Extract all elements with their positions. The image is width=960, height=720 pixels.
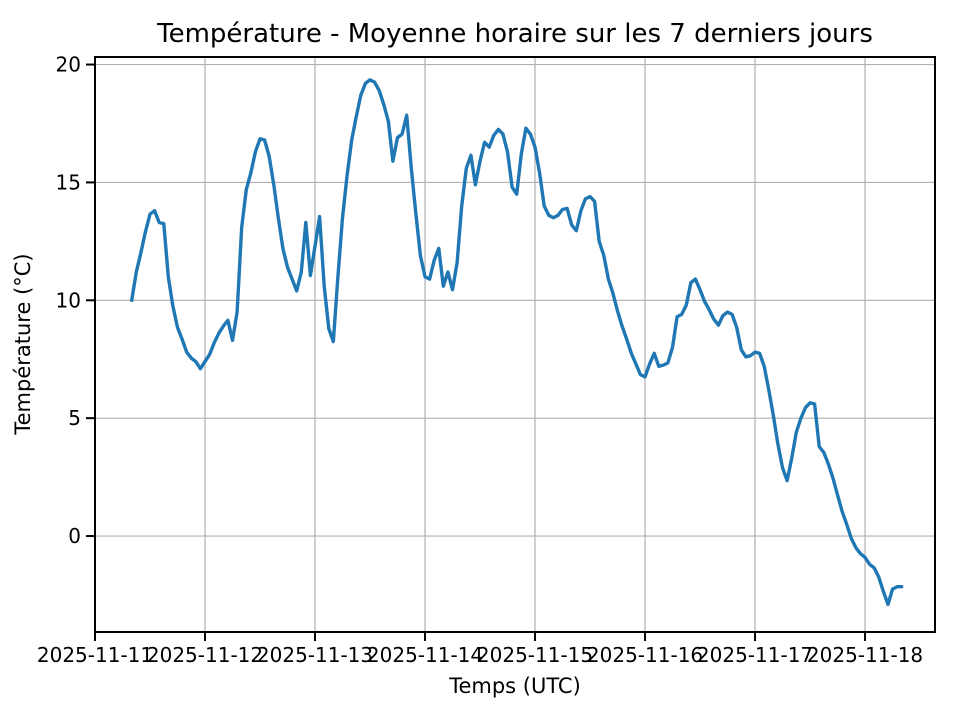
y-tick-label: 15 — [56, 170, 81, 194]
plot-spines — [94, 56, 936, 633]
y-tick-label: 20 — [56, 53, 81, 77]
grid-layer — [94, 57, 935, 632]
tick-label-layer: 2025-11-112025-11-122025-11-132025-11-14… — [37, 53, 923, 667]
x-tick-label: 2025-11-14 — [367, 643, 483, 667]
y-tick-label: 5 — [68, 406, 81, 430]
y-axis-label: Température (°C) — [11, 253, 35, 435]
x-tick-label: 2025-11-17 — [697, 643, 813, 667]
temperature-series-line — [129, 78, 904, 607]
tick-layer — [86, 63, 867, 641]
x-tick-label: 2025-11-13 — [257, 643, 373, 667]
chart-title: Température - Moyenne horaire sur les 7 … — [156, 19, 873, 49]
x-tick-label: 2025-11-11 — [37, 643, 153, 667]
x-tick-label: 2025-11-15 — [477, 643, 593, 667]
x-tick-label: 2025-11-18 — [807, 643, 923, 667]
x-tick-label: 2025-11-12 — [147, 643, 263, 667]
y-tick-label: 10 — [56, 288, 81, 312]
x-axis-label: Temps (UTC) — [448, 674, 581, 698]
x-tick-label: 2025-11-16 — [587, 643, 703, 667]
y-tick-label: 0 — [68, 524, 81, 548]
